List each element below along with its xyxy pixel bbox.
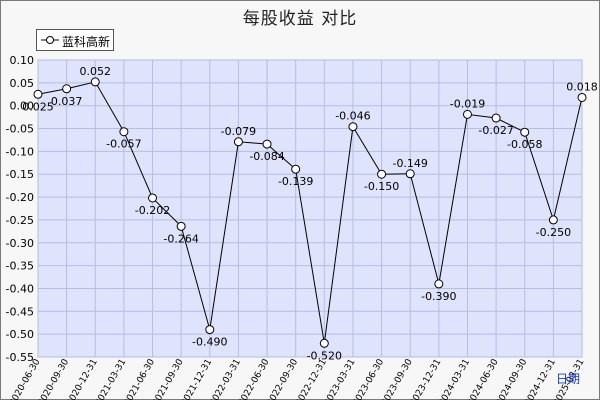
y-tick-label: 0.05 [10,77,35,90]
data-point [348,122,358,132]
x-axis-label: 日期 [556,372,580,386]
data-point [319,338,329,348]
legend-marker-icon [41,36,59,44]
data-point [577,92,587,102]
data-label: -0.019 [450,97,485,110]
data-label: -0.149 [392,157,427,170]
plot-area [37,59,583,358]
data-point [62,84,72,94]
x-axis: 2020-06-302020-09-302020-12-312021-03-31… [8,357,587,400]
data-label: -0.046 [335,110,370,123]
data-label: -0.490 [192,336,227,349]
y-tick-label: -0.25 [6,214,34,227]
data-label: -0.139 [278,175,313,188]
data-label: -0.079 [221,125,256,138]
data-label: -0.520 [307,349,342,362]
data-point [491,113,501,123]
data-label: 0.037 [51,95,83,108]
y-axis: 0.10 0.05 0.00 -0.05 -0.10 -0.15 -0.20 -0.25 -0.… [6,54,34,364]
data-label: -0.150 [364,180,399,193]
y-tick-label: 0.00 [10,100,35,113]
data-point [148,193,158,203]
y-tick-label: -0.20 [6,191,34,204]
data-point [119,127,129,137]
legend-label: 蓝科高新 [62,35,111,49]
data-point [176,221,186,231]
data-point [90,77,100,87]
y-tick-label: -0.55 [6,351,34,364]
data-point [233,137,243,147]
data-point [405,169,415,179]
y-tick-label: -0.45 [6,305,34,318]
y-tick-label: -0.35 [6,260,34,273]
data-point [462,109,472,119]
data-label: -0.084 [249,150,284,163]
y-tick-label: -0.15 [6,168,34,181]
data-label: 0.052 [80,65,112,78]
data-label: 0.025 [22,100,54,113]
y-tick-label: -0.05 [6,123,34,136]
data-point [262,139,272,149]
data-point [291,164,301,174]
y-tick-label: 0.10 [10,54,35,67]
data-label: -0.250 [536,226,571,239]
data-label: -0.202 [135,204,170,217]
data-point [205,325,215,335]
data-point [520,127,530,137]
data-point [33,89,43,99]
data-point [434,279,444,289]
data-label: -0.058 [507,138,542,151]
data-label: 0.018 [566,80,598,93]
data-label: -0.057 [106,138,141,151]
data-point [377,169,387,179]
y-tick-label: -0.30 [6,237,34,250]
legend: 蓝科高新 [36,29,114,51]
y-tick-label: -0.50 [6,328,34,341]
series-line [37,81,583,344]
data-point [548,215,558,225]
y-tick-label: -0.10 [6,145,34,158]
chart-title: 每股收益 对比 [242,9,358,29]
grid-lines [37,59,583,358]
y-tick-label: -0.40 [6,282,34,295]
data-label: -0.264 [163,232,198,245]
data-label: -0.027 [478,124,513,137]
data-label: -0.390 [421,290,456,303]
